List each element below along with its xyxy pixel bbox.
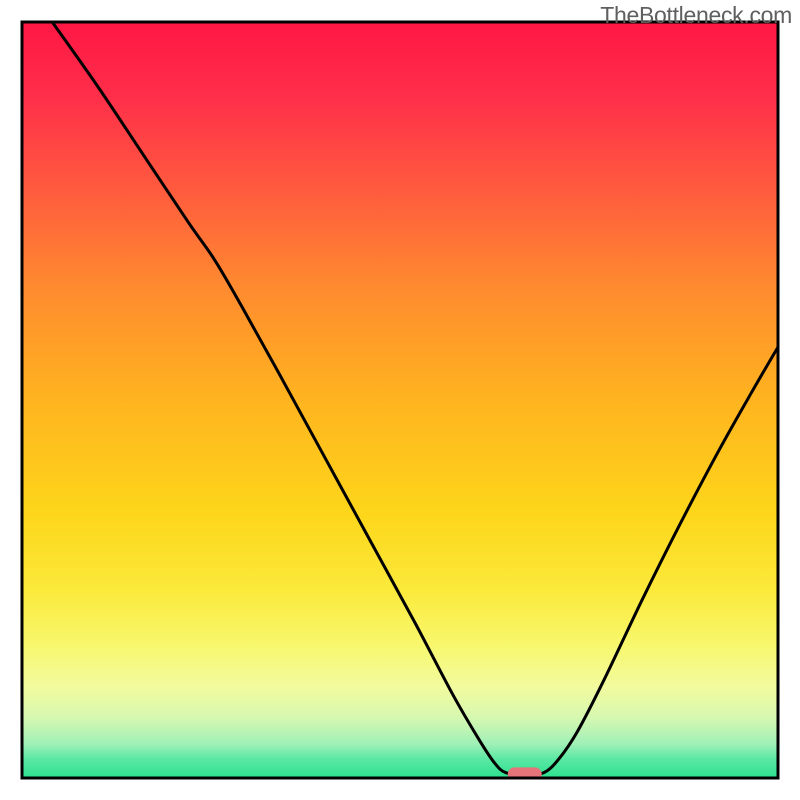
- bottleneck-chart: [0, 0, 800, 800]
- gradient-background: [22, 22, 778, 778]
- watermark-text: TheBottleneck.com: [600, 2, 792, 29]
- chart-container: TheBottleneck.com: [0, 0, 800, 800]
